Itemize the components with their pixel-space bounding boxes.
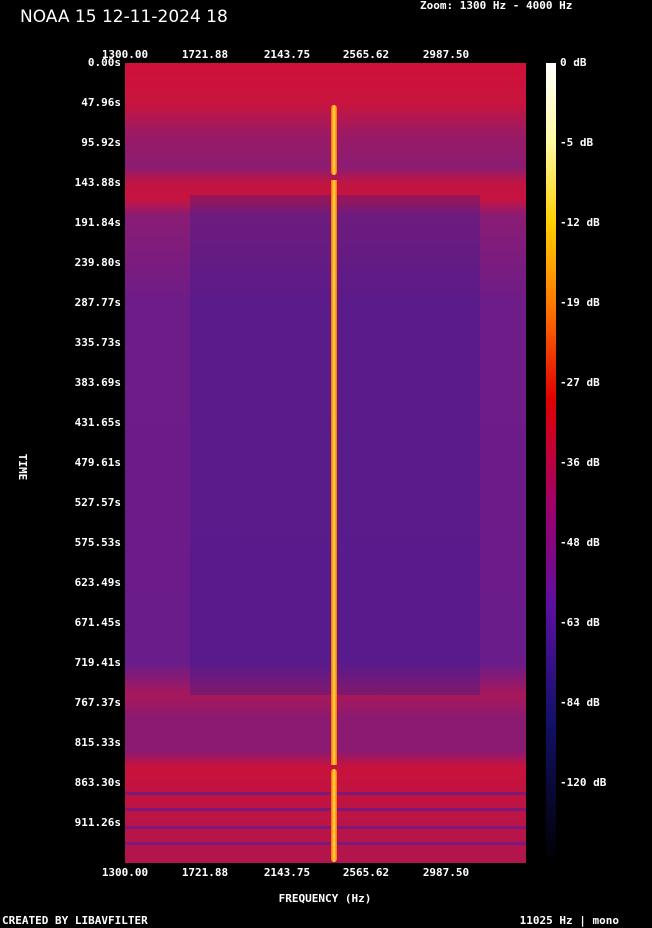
colorbar-tick: -63 dB (560, 616, 600, 629)
frequency-tick-top: 2987.50 (423, 48, 469, 61)
frequency-tick-bottom: 1300.00 (102, 866, 148, 879)
colorbar-tick: -19 dB (560, 296, 600, 309)
x-axis-label: FREQUENCY (Hz) (279, 892, 372, 905)
frequency-tick-top: 1721.88 (182, 48, 228, 61)
time-tick: 0.00s (88, 56, 121, 69)
time-tick: 719.41s (75, 656, 121, 669)
colorbar (546, 63, 556, 863)
frequency-tick-bottom: 1721.88 (182, 866, 228, 879)
time-tick: 767.37s (75, 696, 121, 709)
colorbar-tick: -5 dB (560, 136, 593, 149)
time-tick: 47.96s (81, 96, 121, 109)
colorbar-tick: 0 dB (560, 56, 587, 69)
time-tick: 95.92s (81, 136, 121, 149)
time-tick: 479.61s (75, 456, 121, 469)
time-tick: 239.80s (75, 256, 121, 269)
time-tick: 911.26s (75, 816, 121, 829)
frequency-tick-top: 2565.62 (343, 48, 389, 61)
time-tick: 143.88s (75, 176, 121, 189)
y-axis-label: TIME (16, 454, 29, 481)
time-tick: 527.57s (75, 496, 121, 509)
frequency-tick-bottom: 2987.50 (423, 866, 469, 879)
time-tick: 431.65s (75, 416, 121, 429)
time-tick: 575.53s (75, 536, 121, 549)
frequency-tick-bottom: 2565.62 (343, 866, 389, 879)
frequency-tick-top: 1300.00 (102, 48, 148, 61)
colorbar-tick: -36 dB (560, 456, 600, 469)
frequency-tick-bottom: 2143.75 (264, 866, 310, 879)
time-tick: 671.45s (75, 616, 121, 629)
signal-line (331, 105, 337, 175)
colorbar-tick: -84 dB (560, 696, 600, 709)
time-tick: 863.30s (75, 776, 121, 789)
band (125, 842, 526, 845)
frequency-tick-top: 2143.75 (264, 48, 310, 61)
band (125, 792, 526, 795)
time-tick: 191.84s (75, 216, 121, 229)
title: NOAA 15 12-11-2024 18 (20, 7, 228, 27)
colorbar-tick: -27 dB (560, 376, 600, 389)
footer-left: CREATED BY LIBAVFILTER (2, 914, 148, 927)
time-tick: 335.73s (75, 336, 121, 349)
time-tick: 383.69s (75, 376, 121, 389)
time-tick: 815.33s (75, 736, 121, 749)
signal-line (331, 180, 337, 765)
time-tick: 287.77s (75, 296, 121, 309)
colorbar-tick: -12 dB (560, 216, 600, 229)
zoom-label: Zoom: 1300 Hz - 4000 Hz (420, 0, 572, 12)
colorbar-tick: -120 dB (560, 776, 607, 789)
band (125, 826, 526, 829)
footer-right: 11025 Hz | mono (520, 914, 620, 927)
time-tick: 623.49s (75, 576, 121, 589)
spectrogram (125, 63, 526, 863)
band (125, 808, 526, 811)
signal-line (331, 769, 337, 862)
colorbar-tick: -48 dB (560, 536, 600, 549)
